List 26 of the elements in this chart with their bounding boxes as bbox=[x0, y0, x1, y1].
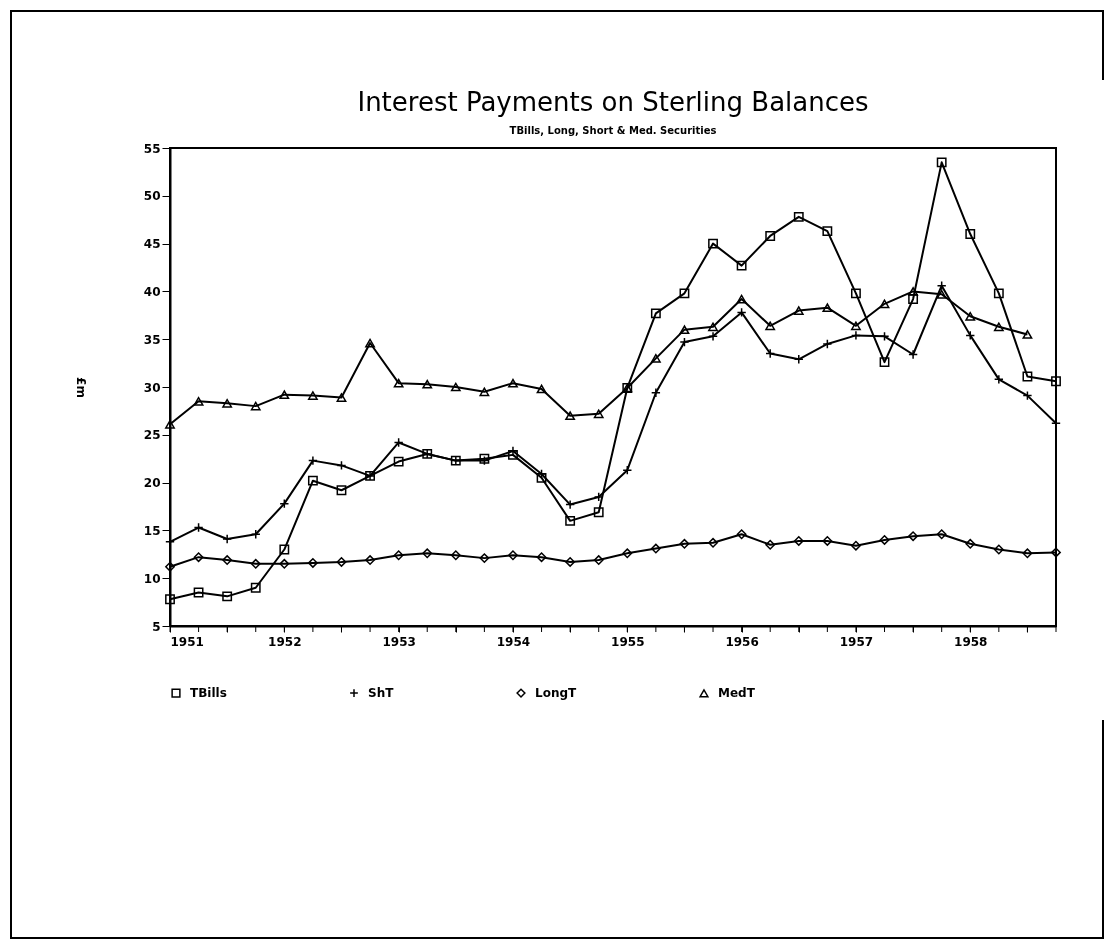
x-tick-label: 1955 bbox=[611, 634, 645, 649]
y-tick-label: 25 bbox=[143, 428, 161, 443]
x-tick-label: 1951 bbox=[170, 634, 204, 649]
x-tick-label: 1953 bbox=[382, 634, 416, 649]
y-tick-label: 55 bbox=[143, 141, 161, 156]
y-tick-label: 35 bbox=[143, 332, 161, 347]
legend-label: TBills bbox=[190, 686, 227, 701]
legend-label: LongT bbox=[535, 686, 578, 701]
chart-title: Interest Payments on Sterling Balances bbox=[357, 87, 869, 117]
chart-subtitle: TBills, Long, Short & Med. Securities bbox=[509, 125, 717, 136]
x-tick-label: 1956 bbox=[725, 634, 759, 649]
legend-label: MedT bbox=[718, 686, 756, 701]
x-tick-label: 1958 bbox=[954, 634, 988, 649]
y-tick-label: 30 bbox=[143, 380, 161, 395]
y-axis-title: £m bbox=[73, 377, 88, 398]
legend-label: ShT bbox=[368, 686, 395, 701]
y-tick-label: 40 bbox=[143, 284, 161, 299]
y-tick-label: 50 bbox=[143, 189, 161, 204]
y-tick-label: 10 bbox=[143, 571, 161, 586]
x-tick-label: 1957 bbox=[839, 634, 874, 649]
x-tick-label: 1954 bbox=[496, 634, 531, 649]
y-tick-label: 15 bbox=[143, 523, 161, 538]
y-tick-label: 45 bbox=[143, 237, 161, 252]
x-tick-label: 1952 bbox=[268, 634, 302, 649]
y-tick-label: 20 bbox=[143, 476, 161, 491]
y-tick-label: 5 bbox=[152, 619, 161, 634]
